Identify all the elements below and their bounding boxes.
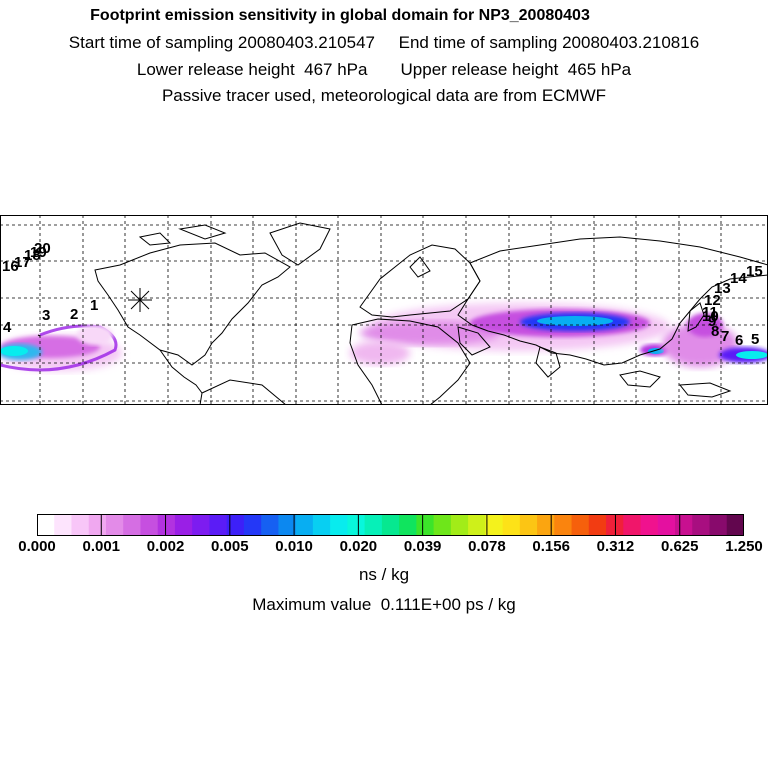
colorbar-swatch [192,514,211,536]
map-gridlines [0,215,768,405]
colorbar-swatch [485,514,504,536]
point-label: 19 [30,244,47,261]
point-label: 17 [14,254,31,271]
colorbar-swatch [37,514,55,536]
point-label: 18 [24,247,41,264]
colorbar-tick-label: 0.020 [339,538,378,555]
colorbar-frame [37,514,744,536]
trajectory-point-labels: 1 2 3 4 5 6 7 8 9 10 11 12 13 14 15 16 1… [2,240,763,349]
colorbar-swatch [588,514,607,536]
colorbar-swatch [364,514,383,536]
colorbar-units: ns / kg [358,565,410,584]
point-label: 11 [702,304,718,321]
point-label: 8 [711,323,719,340]
colorbar-swatch [243,514,262,536]
colorbar-swatch [623,514,642,536]
colorbar-swatch [502,514,521,536]
colorbar-swatch [450,514,469,536]
colorbar-swatch [416,514,435,536]
colorbar-tick-label: 1.250 [725,538,763,555]
footprint-map: 1 2 3 4 5 6 7 8 9 10 11 12 13 14 15 16 1… [0,215,768,405]
colorbar-tick-label: 0.005 [211,538,249,555]
colorbar-swatch [399,514,417,536]
tracer-info-line: Passive tracer used, meteorological data… [161,86,607,105]
colorbar-swatch [692,514,711,536]
colorbar-swatch [381,514,400,536]
colorbar-swatch [295,514,314,536]
colorbar-swatch [54,514,73,536]
colorbar-swatch [709,514,728,536]
point-label: 10 [702,308,719,325]
point-label: 6 [735,332,743,349]
colorbar-tick-label: 0.039 [403,538,442,555]
colorbar-swatch [675,514,693,536]
point-label: 13 [714,280,731,297]
colorbar-swatch [537,514,555,536]
colorbar-swatch [88,514,107,536]
colorbar-swatch [278,514,297,536]
colorbar-swatch [174,514,193,536]
colorbar-tick-label: 0.625 [660,538,699,555]
colorbar-swatch [554,514,573,536]
point-label: 7 [721,328,729,345]
colorbar-tick-label: 0.000 [18,538,56,555]
colorbar-swatch [468,514,486,536]
colorbar-swatch [209,514,228,536]
point-label: 5 [751,331,759,348]
point-label: 12 [704,292,721,309]
point-label: 14 [730,270,747,287]
colorbar-swatch [571,514,590,536]
colorbar-swatch [640,514,659,536]
colorbar-swatch [433,514,452,536]
point-label: 1 [90,297,98,314]
colorbar-swatch [519,514,538,536]
colorbar-tick-label: 0.156 [532,538,570,555]
colorbar-swatch [157,514,176,536]
colorbar-swatch [726,514,744,536]
point-label: 16 [2,258,19,275]
footprint-plume-pacific [0,324,122,372]
colorbar-tick-label: 0.010 [275,538,313,555]
colorbar-swatch [312,514,331,536]
colorbar-tick-label: 0.002 [146,538,185,555]
colorbar-swatch [347,514,366,536]
colorbar-swatch [71,514,90,536]
colorbar-swatch [105,514,124,536]
release-height-line: Lower release height 467 hPa Upper relea… [136,60,632,79]
point-label: 15 [746,263,763,280]
point-label: 20 [34,240,51,257]
sampling-time-line: Start time of sampling 20080403.210547 E… [68,33,700,52]
colorbar-swatch [140,514,159,536]
colorbar-tick-label: 0.001 [82,538,121,555]
maximum-value-label: Maximum value 0.111E+00 ps / kg [252,595,516,614]
point-label: 2 [70,306,78,323]
colorbar-swatch [226,514,245,536]
point-label: 9 [708,313,716,330]
plot-title: Footprint emission sensitivity in global… [90,7,590,24]
colorbar-tick-label: 0.312 [596,538,635,555]
colorbar-swatch [657,514,676,536]
colorbar [37,514,744,536]
colorbar-swatch [123,514,142,536]
colorbar-swatch [330,514,348,536]
colorbar-tick-label: 0.078 [468,538,506,555]
colorbar-swatch [261,514,280,536]
point-label: 4 [3,319,12,336]
point-label: 3 [42,307,50,324]
asterisk-icon [128,288,152,312]
